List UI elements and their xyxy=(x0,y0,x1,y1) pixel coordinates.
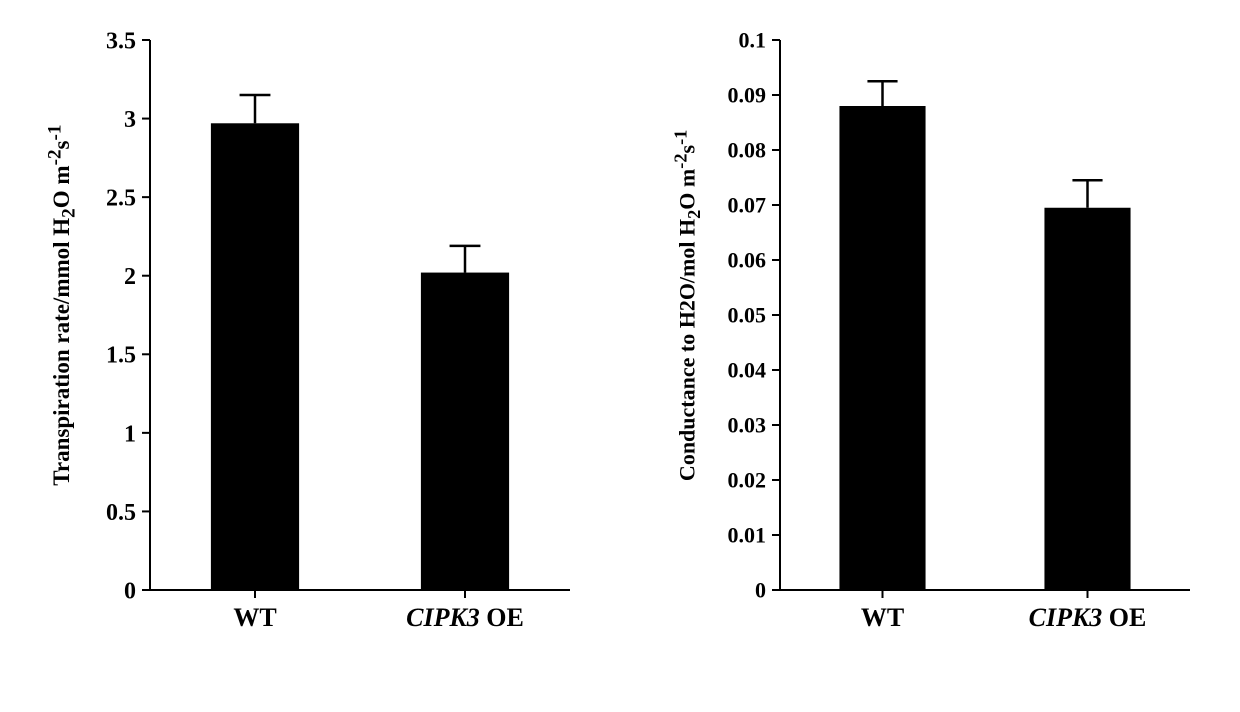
xtick-label: CIPK3 OE xyxy=(406,603,524,632)
ytick-label: 0.02 xyxy=(728,468,767,493)
bar xyxy=(211,123,299,590)
ytick-label: 0.01 xyxy=(728,523,767,548)
ytick-label: 2.5 xyxy=(106,186,136,212)
ytick-label: 2 xyxy=(124,264,136,290)
ytick-label: 0.05 xyxy=(728,303,767,328)
charts-row: Transpiration rate/mmol H2O m-2s-1 0 0.5 1… xyxy=(30,20,1210,660)
bar xyxy=(1044,208,1130,590)
ytick-label: 0.08 xyxy=(728,138,767,163)
ytick-label: 0.04 xyxy=(728,358,767,383)
ytick-label: 0.5 xyxy=(106,500,136,526)
ylabel-container-left: Transpiration rate/mmol H2O m-2s-1 xyxy=(30,20,95,590)
ytick-label: 0.1 xyxy=(739,28,767,53)
ytick-label: 0.03 xyxy=(728,413,767,438)
ytick-label: 0.09 xyxy=(728,83,767,108)
conductance-chart: Conductance to H2O/mol H2O m-2s-1 0 0.01 0… xyxy=(650,20,1210,660)
ytick-label: 0 xyxy=(124,578,136,604)
ytick-label: 1 xyxy=(124,421,136,447)
xtick-label: CIPK3 OE xyxy=(1029,603,1147,632)
ylabel-left: Transpiration rate/mmol H2O m-2s-1 xyxy=(44,124,80,485)
bar xyxy=(839,106,925,590)
ytick-label: 0.06 xyxy=(728,248,767,273)
ylabel-right: Conductance to H2O/mol H2O m-2s-1 xyxy=(670,129,705,480)
transpiration-rate-chart: Transpiration rate/mmol H2O m-2s-1 0 0.5 1… xyxy=(30,20,590,660)
ytick-label: 0 xyxy=(755,578,766,603)
xtick-label: WT xyxy=(861,603,904,632)
ylabel-container-right: Conductance to H2O/mol H2O m-2s-1 xyxy=(650,20,725,590)
bar xyxy=(421,273,509,590)
ytick-label: 0.07 xyxy=(728,193,767,218)
ytick-label: 3.5 xyxy=(106,28,136,54)
ytick-label: 1.5 xyxy=(106,343,136,369)
ytick-label: 3 xyxy=(124,107,136,133)
xtick-label: WT xyxy=(233,603,276,632)
